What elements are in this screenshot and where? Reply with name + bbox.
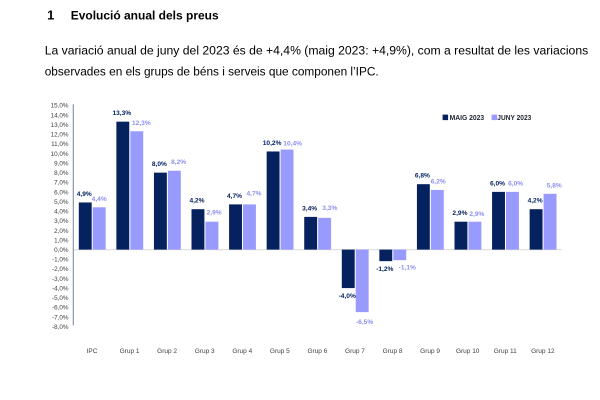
svg-text:Grup 10: Grup 10 (456, 348, 480, 355)
svg-text:7,0%: 7,0% (54, 180, 69, 187)
svg-text:4,4%: 4,4% (92, 196, 107, 203)
svg-text:6,2%: 6,2% (431, 178, 446, 185)
svg-text:-5,0%: -5,0% (52, 295, 69, 302)
svg-text:Grup 8: Grup 8 (383, 348, 403, 355)
svg-text:-7,0%: -7,0% (52, 314, 69, 321)
svg-text:Evolució anual dels preus: Evolució anual dels preus (71, 8, 219, 22)
svg-text:9,0%: 9,0% (54, 160, 69, 167)
svg-text:15,0%: 15,0% (51, 103, 69, 110)
svg-text:-3,0%: -3,0% (52, 276, 69, 283)
svg-text:6,0%: 6,0% (508, 180, 523, 187)
svg-text:-1,2%: -1,2% (376, 266, 393, 273)
svg-text:Grup 2: Grup 2 (157, 348, 177, 355)
svg-text:-2,0%: -2,0% (52, 266, 69, 273)
svg-text:-6,5%: -6,5% (356, 319, 373, 326)
svg-text:Grup 3: Grup 3 (195, 348, 215, 355)
svg-text:2,9%: 2,9% (207, 210, 222, 217)
svg-text:Grup 12: Grup 12 (531, 348, 555, 355)
svg-text:Grup 7: Grup 7 (345, 348, 365, 355)
svg-text:2,9%: 2,9% (452, 210, 467, 217)
svg-text:3,0%: 3,0% (54, 218, 69, 225)
svg-text:8,2%: 8,2% (171, 159, 186, 166)
svg-text:10,4%: 10,4% (283, 140, 302, 147)
svg-text:-6,0%: -6,0% (52, 305, 69, 312)
svg-text:5,0%: 5,0% (54, 199, 69, 206)
svg-text:-1,1%: -1,1% (399, 265, 416, 272)
svg-text:4,7%: 4,7% (227, 193, 242, 200)
svg-text:3,3%: 3,3% (322, 205, 337, 212)
svg-text:Grup 5: Grup 5 (270, 348, 290, 355)
svg-text:8,0%: 8,0% (152, 161, 167, 168)
svg-text:Grup 4: Grup 4 (232, 348, 252, 355)
svg-text:-8,0%: -8,0% (52, 324, 69, 331)
svg-text:8,0%: 8,0% (54, 170, 69, 177)
svg-text:12,3%: 12,3% (132, 120, 151, 127)
svg-text:6,0%: 6,0% (490, 180, 505, 187)
svg-text:4,7%: 4,7% (246, 191, 261, 198)
svg-text:Grup 1: Grup 1 (120, 348, 140, 355)
svg-text:IPC: IPC (87, 348, 98, 355)
svg-text:4,2%: 4,2% (528, 198, 543, 205)
svg-text:10,2%: 10,2% (263, 140, 282, 147)
svg-text:JUNY 2023: JUNY 2023 (497, 115, 531, 122)
svg-text:Grup 9: Grup 9 (420, 348, 440, 355)
svg-text:2,9%: 2,9% (469, 211, 484, 218)
svg-text:6,8%: 6,8% (415, 173, 430, 180)
svg-text:2,0%: 2,0% (54, 228, 69, 235)
svg-text:3,4%: 3,4% (302, 205, 317, 212)
svg-text:11,0%: 11,0% (51, 141, 69, 148)
svg-text:Grup 6: Grup 6 (307, 348, 327, 355)
svg-text:5,8%: 5,8% (547, 182, 562, 189)
svg-text:-4,0%: -4,0% (339, 293, 356, 300)
svg-text:observades en els grups de bén: observades en els grups de béns i servei… (45, 65, 379, 79)
svg-text:4,0%: 4,0% (54, 209, 69, 216)
svg-text:0,0%: 0,0% (54, 247, 69, 254)
svg-text:4,2%: 4,2% (189, 198, 204, 205)
svg-text:MAIG 2023: MAIG 2023 (450, 115, 485, 122)
svg-text:-4,0%: -4,0% (52, 286, 69, 293)
svg-text:14,0%: 14,0% (51, 112, 69, 119)
svg-text:13,0%: 13,0% (51, 122, 69, 129)
svg-text:13,3%: 13,3% (112, 110, 131, 117)
svg-text:6,0%: 6,0% (54, 189, 69, 196)
svg-text:10,0%: 10,0% (51, 151, 69, 158)
svg-text:-1,0%: -1,0% (52, 257, 69, 264)
svg-text:12,0%: 12,0% (51, 132, 69, 139)
svg-text:1,0%: 1,0% (54, 237, 69, 244)
svg-text:Grup 11: Grup 11 (494, 348, 517, 355)
svg-text:4,9%: 4,9% (77, 191, 92, 198)
svg-text:1: 1 (47, 8, 54, 23)
svg-text:La variació anual de juny del: La variació anual de juny del 2023 és de… (45, 44, 589, 58)
